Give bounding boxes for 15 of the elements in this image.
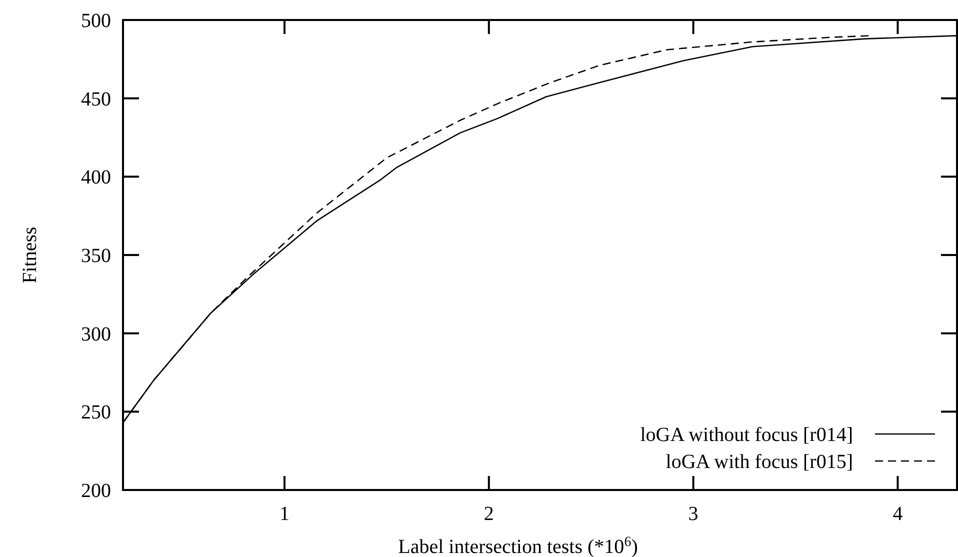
x-tick-label: 4 <box>892 503 903 525</box>
y-tick-label: 500 <box>81 10 111 32</box>
legend-label: loGA without focus [r014] <box>640 424 853 446</box>
y-tick-label: 300 <box>81 323 111 346</box>
y-axis-title: Fitness <box>19 226 41 284</box>
x-tick-label: 3 <box>688 503 698 525</box>
y-tick-label: 400 <box>81 166 111 189</box>
x-tick-label: 1 <box>279 503 290 525</box>
y-tick-label: 200 <box>81 480 111 502</box>
legend-label: loGA with focus [r015] <box>666 451 853 473</box>
x-axis-title: Label intersection tests (*10$^{6}$) <box>398 534 638 557</box>
x-tick-label: 2 <box>484 503 494 525</box>
y-tick-label: 350 <box>81 245 111 267</box>
y-tick-label: 450 <box>81 88 111 110</box>
y-tick-label: 250 <box>81 402 111 424</box>
